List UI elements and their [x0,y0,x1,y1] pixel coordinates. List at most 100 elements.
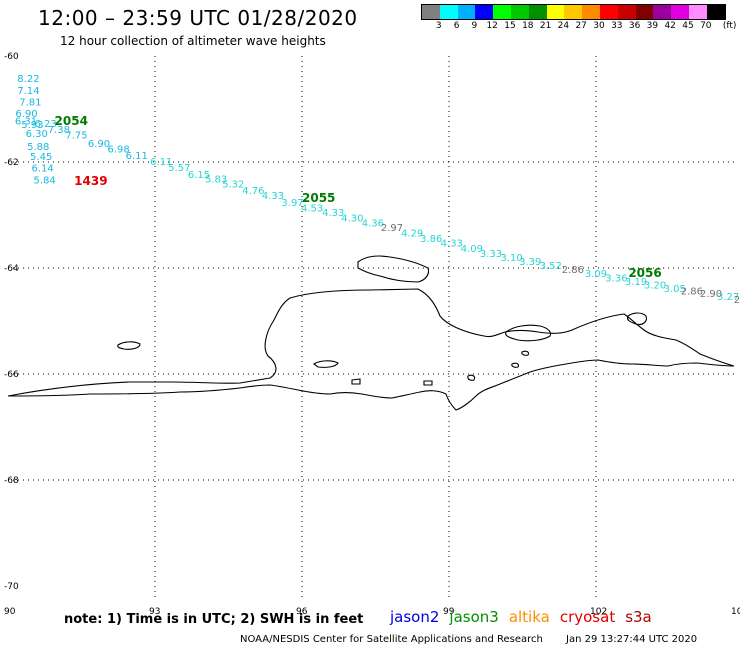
satellite-s3a: s3a [625,608,652,626]
wave-height-value: 3.86 [420,234,442,245]
map-grid: 90 93 96 99 102 105 -60 -62 -64 -66 -68 -70 [4,52,740,617]
legend-swatch [653,5,672,19]
coastline [7,255,735,411]
wave-height-value: 4.33 [322,208,344,219]
wave-height-value: 3.19 [625,277,647,288]
wave-height-value: 6.31 [15,116,37,127]
legend-tick-label: 21 [539,21,552,31]
legend-tick-label: 36 [628,21,641,31]
wave-height-value: 4.36 [362,219,384,230]
color-legend: 3 6 9 12 15 18 21 24 27 30 33 36 39 42 45 70 (ft) [421,4,736,32]
legend-tick-label: 45 [682,21,694,31]
credit-text: NOAA/NESDIS Center for Satellite Applica… [240,634,543,645]
wave-height-value: 5.88 [27,142,49,153]
legend-swatch [546,5,565,19]
wave-height-value: 6.11 [126,151,148,162]
page-subtitle: 12 hour collection of altimeter wave hei… [60,34,326,48]
wave-height-value: 3.09 [585,269,607,280]
wave-height-value: 3.36 [605,273,627,284]
legend-swatch [564,5,583,19]
wave-height-readings: 8.227.147.816.906.315.936.305.885.456.14… [15,74,740,306]
legend-swatch [635,5,654,19]
wave-height-value: 6.30 [26,129,48,140]
wave-height-value: 6.15 [188,170,210,181]
legend-swatch [475,5,494,19]
pass-number-label: 2055 [302,191,335,205]
legend-swatch [439,5,458,19]
legend-tick-label: 18 [522,21,534,31]
legend-unit: (ft) [722,21,737,31]
wave-height-value: 4.53 [301,203,323,214]
legend-tick-label: 24 [557,21,570,31]
wave-height-value: 2.95 [734,295,740,306]
lat-tick-label: -60 [4,52,19,62]
wave-height-value: 7.81 [19,97,41,108]
legend-tick-label: 33 [611,21,623,31]
lat-tick-label: -64 [4,264,19,274]
wave-height-value: 6.14 [32,164,54,175]
wave-height-value: 7.38 [48,125,70,136]
legend-swatch [617,5,636,19]
wave-height-value: 5.57 [168,163,190,174]
island-east [626,312,647,326]
islet-2 [423,380,433,386]
legend-swatch [528,5,547,19]
legend-swatch [706,5,725,19]
island-mid [313,360,339,368]
legend-tick-label: 27 [575,21,587,31]
legend-swatch [671,5,689,19]
page-title: 12:00 – 23:59 UTC 01/28/2020 [38,6,358,30]
legend-tick-label: 6 [453,21,460,31]
legend-tick-label: 3 [435,21,442,31]
satellite-jason2: jason2 [390,608,440,626]
wave-height-value: 2.86 [562,265,584,276]
wave-height-value: 7.75 [65,131,87,142]
wave-height-value: 3.97 [281,198,303,209]
wave-height-value: 5.93 [21,120,43,131]
wave-height-value: 2.86 [681,287,703,298]
legend-swatch [582,5,600,19]
legend-tick-label: 9 [471,21,478,31]
islet-1 [351,378,361,385]
legend-tick-label: 39 [646,21,659,31]
wave-height-value: 3.33 [480,249,502,260]
wave-height-value: 7.14 [17,86,39,97]
wave-height-value: 6.90 [15,109,37,120]
legend-tick-label: 12 [486,21,498,31]
coastline-east-lowland [7,359,735,411]
legend-tick-label: 70 [700,21,712,31]
pass-number-label: 2054 [55,114,88,128]
lat-tick-label: -66 [4,370,19,380]
islet-5 [511,362,520,368]
pass-number-label: 2056 [628,266,661,280]
legend-swatch [510,5,529,19]
wave-height-value: 2.90 [700,289,722,300]
legend-tick-label: 42 [664,21,676,31]
pass-labels: 2054 2055 2056 1439 [55,114,662,280]
legend-swatch [422,5,440,19]
lon-tick-label: 99 [443,607,455,617]
note-text: note: 1) Time is in UTC; 2) SWH is in fe… [64,612,364,627]
lon-tick-label: 102 [590,607,607,617]
coastline-main [7,288,735,397]
islet-3 [467,374,476,381]
wave-height-value: 8.22 [17,74,39,85]
wave-height-value: 4.76 [242,186,264,197]
wave-height-value: 3.27 [717,292,739,303]
wave-height-value: 5.32 [222,179,244,190]
pass-number-label: 1439 [74,174,107,188]
wave-height-value: 6.90 [88,139,110,150]
island-bay [505,324,552,342]
lon-tick-label: 96 [296,607,308,617]
satellite-legend: jason2 jason3 altika cryosat s3a [390,608,662,626]
wave-height-value: 3.52 [540,261,562,272]
wave-height-value: 5.84 [33,176,55,187]
wave-height-value: 4.33 [262,191,284,202]
legend-swatch [493,5,511,19]
islet-4 [521,350,530,356]
legend-tick-label: 30 [593,21,605,31]
lon-tick-label: 105 [731,607,740,617]
legend-labels: 3 6 9 12 15 18 21 24 27 30 33 36 39 42 45 70 (ft) [421,20,736,32]
lat-tick-label: -70 [4,582,19,592]
